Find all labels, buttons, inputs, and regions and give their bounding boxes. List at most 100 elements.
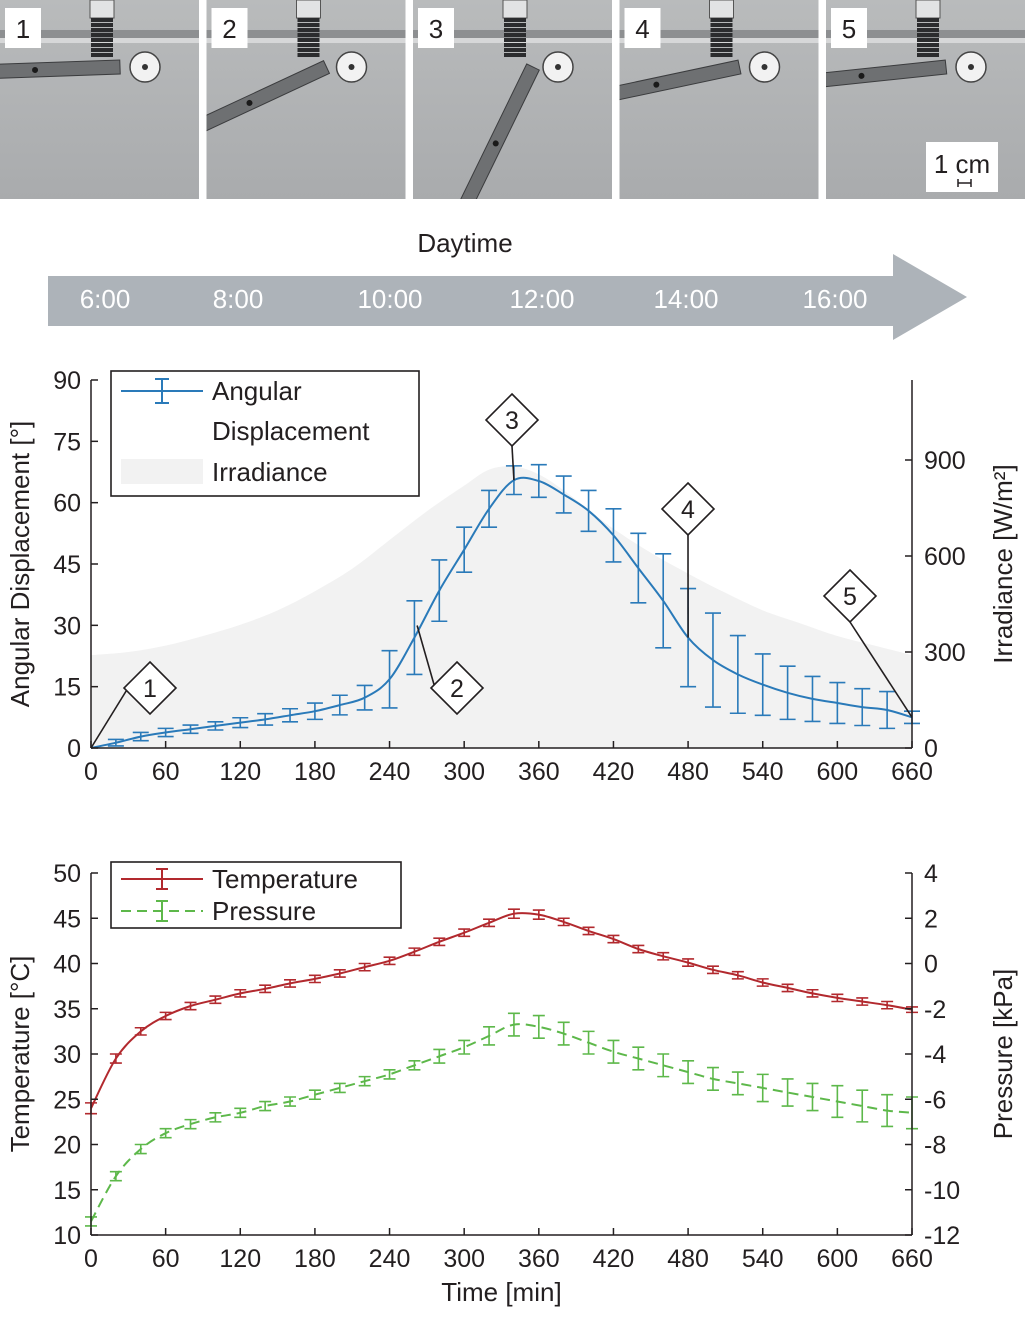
scale-bar bbox=[957, 179, 972, 187]
actuator-arm bbox=[619, 59, 742, 110]
error-bar bbox=[731, 1071, 744, 1096]
arm-hole bbox=[858, 72, 865, 79]
legend-label: Pressure bbox=[212, 896, 316, 926]
x-tick-label: 180 bbox=[294, 1245, 336, 1273]
error-bar bbox=[555, 475, 572, 514]
error-bar bbox=[134, 1026, 147, 1036]
actuator-arm bbox=[826, 59, 948, 93]
spring-coil bbox=[917, 33, 939, 37]
error-bar bbox=[779, 665, 796, 721]
error-bar bbox=[706, 965, 719, 975]
error-bar bbox=[756, 1073, 769, 1103]
legend-swatch-temperature bbox=[121, 868, 203, 890]
callout-diamond bbox=[660, 481, 716, 537]
spring-coil bbox=[504, 33, 526, 37]
y2-tick-label: -12 bbox=[924, 1222, 960, 1250]
spring-coil bbox=[297, 18, 320, 22]
spring-coil bbox=[91, 33, 113, 37]
error-bar bbox=[607, 1039, 620, 1064]
x-tick-label: 300 bbox=[443, 758, 485, 786]
error-bar bbox=[109, 1170, 122, 1182]
error-bar bbox=[657, 1053, 670, 1078]
y-axis-title: Angular Displacement [°] bbox=[5, 421, 35, 707]
irradiance-area bbox=[91, 466, 912, 748]
y2-tick-label: 0 bbox=[924, 951, 938, 979]
scale-label: 1 cm bbox=[934, 149, 990, 179]
error-bar bbox=[132, 731, 149, 742]
actuator-arm bbox=[206, 59, 331, 146]
error-bar bbox=[257, 712, 274, 726]
callout: 5 bbox=[822, 568, 913, 718]
y-tick-label: 75 bbox=[53, 428, 81, 456]
spring-coil bbox=[710, 23, 733, 27]
error-bar bbox=[308, 1089, 321, 1101]
y-tick-label: 50 bbox=[53, 860, 81, 888]
x-tick-label: 540 bbox=[742, 758, 784, 786]
x-tick-label: 60 bbox=[152, 758, 180, 786]
photo-label-text: 5 bbox=[842, 14, 856, 44]
error-bar bbox=[259, 1100, 272, 1112]
error-bar bbox=[331, 694, 348, 716]
error-bar bbox=[159, 1011, 172, 1021]
photo-label-box bbox=[831, 8, 867, 48]
y-tick-label: 0 bbox=[67, 735, 81, 763]
spring-coil bbox=[917, 18, 939, 22]
actuator-arm bbox=[0, 59, 121, 81]
spring-coil bbox=[917, 48, 939, 52]
spring-coil bbox=[504, 48, 526, 52]
error-bar bbox=[381, 649, 398, 709]
error-bar bbox=[209, 1112, 222, 1123]
photo-label-text: 1 bbox=[16, 14, 30, 44]
spring-coil bbox=[504, 38, 526, 42]
series-line bbox=[90, 476, 913, 749]
pivot-axle bbox=[968, 64, 974, 70]
error-bar bbox=[582, 926, 595, 936]
spring-coil bbox=[710, 43, 733, 47]
error-bar bbox=[632, 1046, 645, 1071]
y2-tick-label: 600 bbox=[924, 543, 966, 571]
x-tick-label: 600 bbox=[817, 1245, 859, 1273]
x-tick-label: 540 bbox=[742, 1245, 784, 1273]
error-bar bbox=[282, 707, 299, 723]
error-bar bbox=[458, 928, 471, 938]
x-tick-label: 660 bbox=[891, 758, 933, 786]
spring-coil bbox=[917, 53, 939, 57]
error-bar bbox=[159, 1127, 172, 1139]
error-bar bbox=[607, 934, 620, 944]
pivot-axle bbox=[142, 64, 148, 70]
y-tick-label: 45 bbox=[53, 551, 81, 579]
timeline-title: Daytime bbox=[417, 228, 512, 258]
series-line bbox=[90, 912, 913, 1109]
y-tick-label: 90 bbox=[53, 367, 81, 395]
legend: Angular Displacement Irradiance bbox=[110, 370, 420, 497]
error-bar bbox=[358, 1075, 371, 1087]
error-bar bbox=[207, 721, 224, 731]
y-tick-label: 60 bbox=[53, 490, 81, 518]
photo-label: 2 bbox=[211, 8, 248, 48]
timeline-tick: 14:00 bbox=[653, 284, 718, 314]
error-bar bbox=[532, 909, 545, 920]
daytime-timeline: Daytime 6:00 8:00 10:00 12:00 14:00 16:0… bbox=[48, 228, 967, 340]
photo-label-box bbox=[418, 8, 454, 48]
error-bar bbox=[532, 1014, 545, 1039]
callout-label: 2 bbox=[450, 675, 464, 703]
error-bar bbox=[306, 702, 323, 721]
y2-tick-label: 900 bbox=[924, 447, 966, 475]
error-bar bbox=[433, 937, 446, 947]
spring-mount bbox=[915, 0, 941, 19]
y-tick-label: 45 bbox=[53, 905, 81, 933]
error-bar bbox=[358, 962, 371, 972]
photo-panel bbox=[206, 0, 406, 199]
y2-tick-label: -8 bbox=[924, 1132, 946, 1160]
error-bar bbox=[682, 1059, 695, 1085]
x-tick-label: 240 bbox=[369, 758, 411, 786]
error-bar bbox=[704, 612, 721, 708]
x-tick-label: 360 bbox=[518, 1245, 560, 1273]
spring-coil bbox=[297, 23, 320, 27]
photo-label-box bbox=[211, 8, 248, 48]
y-tick-label: 20 bbox=[53, 1132, 81, 1160]
error-bar bbox=[756, 978, 769, 987]
spring-coil bbox=[91, 38, 113, 42]
